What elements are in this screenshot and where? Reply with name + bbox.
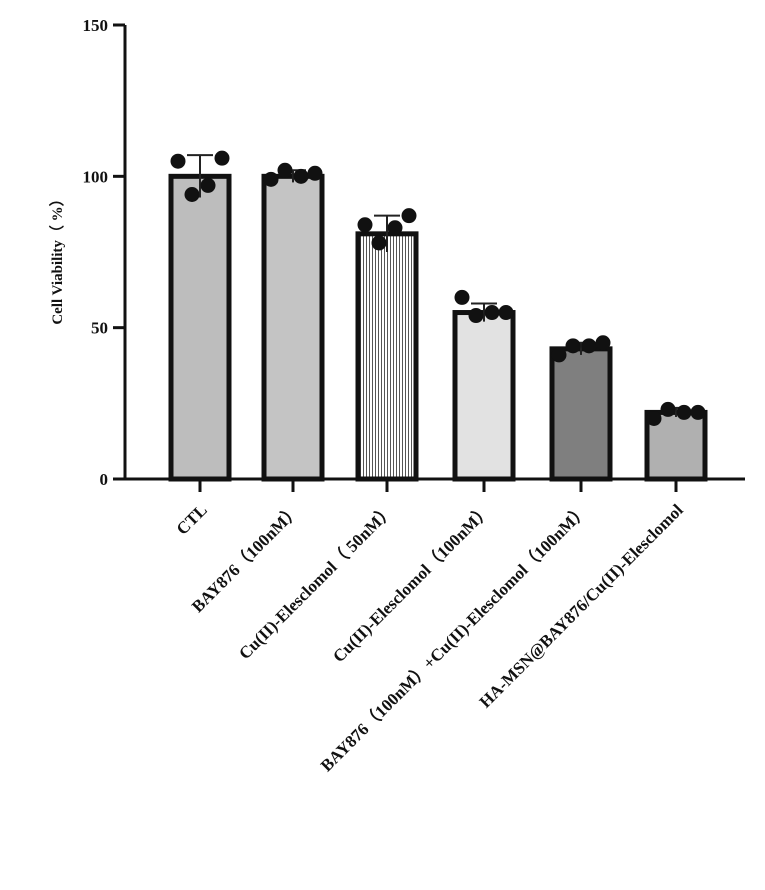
bars (168, 173, 708, 482)
data-point (200, 177, 216, 193)
bar (355, 231, 419, 482)
error-bar (187, 154, 213, 198)
data-point (565, 338, 581, 354)
y-tick-label: 150 (83, 16, 109, 35)
data-point (595, 335, 611, 351)
bar (261, 173, 325, 482)
data-point (277, 162, 293, 178)
data-point (214, 150, 230, 166)
bar (549, 346, 613, 482)
data-point (307, 165, 323, 181)
data-point (263, 171, 279, 187)
data-point (387, 220, 403, 236)
data-point (676, 404, 692, 420)
x-category-label: HA-MSN@BAY876/Cu(II)-Elesclomol (476, 500, 687, 711)
data-point (371, 235, 387, 251)
x-category-label: Cu(II)-Elesclomol（100nM） (328, 500, 494, 666)
data-points (170, 150, 706, 426)
y-tick-label: 100 (83, 167, 109, 186)
y-axis-title: Cell Viability（ %） (48, 191, 66, 324)
data-point (551, 347, 567, 363)
data-point (184, 186, 200, 202)
data-point (646, 410, 662, 426)
error-bar (471, 302, 497, 322)
y-tick-label: 50 (91, 319, 108, 338)
x-category-label: Cu(II)-Elesclomol（ 50nM） (234, 500, 397, 663)
bar (168, 173, 232, 482)
data-point (484, 305, 500, 321)
y-tick-label: 0 (100, 470, 109, 489)
error-bar (374, 214, 400, 252)
data-point (170, 153, 186, 169)
data-point (498, 305, 514, 321)
data-point (690, 404, 706, 420)
data-point (357, 217, 373, 233)
data-point (293, 168, 309, 184)
bar (452, 310, 516, 482)
data-point (454, 289, 470, 305)
data-point (660, 401, 676, 417)
data-point (401, 208, 417, 224)
data-point (468, 308, 484, 324)
data-point (581, 338, 597, 354)
x-category-label: CTL (173, 500, 211, 538)
